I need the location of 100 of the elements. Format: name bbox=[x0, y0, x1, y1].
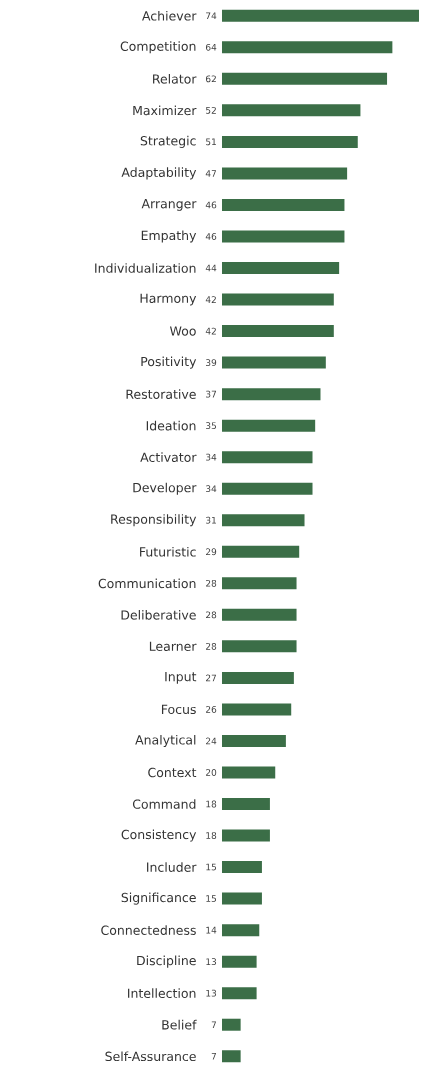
data-label: 74 bbox=[206, 12, 217, 20]
y-tick-label: Arranger bbox=[141, 199, 197, 211]
data-label: 18 bbox=[206, 800, 217, 808]
y-tick-label: Relator bbox=[153, 73, 197, 84]
bar bbox=[222, 262, 340, 275]
data-label: 15 bbox=[206, 895, 217, 902]
bar bbox=[222, 924, 260, 937]
bar bbox=[222, 198, 345, 211]
bar bbox=[222, 135, 358, 148]
bar bbox=[222, 734, 286, 747]
bar bbox=[222, 892, 262, 905]
data-label: 46 bbox=[205, 201, 217, 209]
y-tick-label: Futuristic bbox=[140, 546, 196, 557]
data-label: 42 bbox=[205, 327, 216, 335]
y-tick-label: Woo bbox=[169, 326, 196, 336]
y-tick-label: Communication bbox=[98, 578, 196, 589]
data-label: 29 bbox=[206, 548, 217, 556]
y-tick-label: Discipline bbox=[137, 955, 196, 968]
y-tick-label: Achiever bbox=[142, 10, 197, 21]
data-label: 51 bbox=[206, 138, 216, 146]
bar bbox=[222, 388, 321, 401]
y-tick-label: Context bbox=[148, 767, 197, 778]
data-label: 13 bbox=[206, 989, 217, 997]
bar bbox=[222, 356, 326, 369]
y-tick-label: Input bbox=[165, 672, 197, 684]
data-label: 37 bbox=[206, 390, 217, 398]
bar bbox=[222, 766, 276, 779]
data-label: 7 bbox=[211, 1052, 217, 1060]
data-label: 42 bbox=[205, 296, 216, 303]
bar bbox=[222, 608, 297, 621]
y-tick-label: Analytical bbox=[135, 734, 196, 748]
data-label: 44 bbox=[205, 264, 217, 272]
bar bbox=[222, 325, 334, 338]
bar bbox=[222, 577, 297, 590]
y-tick-label: Adaptability bbox=[121, 167, 197, 180]
y-tick-label: Includer bbox=[147, 862, 197, 872]
bar bbox=[222, 1050, 241, 1063]
bar bbox=[222, 514, 305, 527]
bar bbox=[222, 293, 334, 306]
bar bbox=[222, 72, 388, 85]
bar bbox=[222, 987, 257, 1000]
bar bbox=[222, 545, 300, 558]
data-label: 28 bbox=[206, 579, 217, 587]
bar bbox=[222, 451, 313, 464]
data-label: 39 bbox=[206, 359, 217, 366]
bar bbox=[222, 41, 393, 54]
y-tick-label: Ideation bbox=[146, 420, 196, 431]
y-tick-label: Empathy bbox=[141, 230, 197, 243]
data-label: 18 bbox=[206, 832, 217, 839]
data-label: 64 bbox=[205, 43, 217, 51]
data-label: 28 bbox=[206, 611, 217, 619]
bar bbox=[222, 167, 348, 180]
data-label: 52 bbox=[206, 106, 216, 114]
data-label: 62 bbox=[205, 75, 216, 83]
y-tick-label: Individualization bbox=[95, 263, 196, 273]
y-tick-label: Significance bbox=[121, 892, 196, 905]
y-tick-label: Activator bbox=[140, 452, 197, 463]
data-label: 24 bbox=[206, 737, 217, 745]
y-tick-label: Competition bbox=[120, 41, 196, 54]
data-label: 34 bbox=[206, 485, 217, 493]
data-label: 46 bbox=[205, 233, 217, 240]
bar bbox=[222, 230, 345, 243]
data-label: 14 bbox=[206, 926, 217, 934]
y-tick-label: Restorative bbox=[126, 389, 196, 399]
bar bbox=[222, 482, 313, 495]
data-label: 27 bbox=[206, 674, 217, 682]
y-tick-label: Strategic bbox=[140, 135, 196, 148]
y-tick-label: Focus bbox=[161, 704, 196, 715]
bar bbox=[222, 861, 262, 874]
data-label: 13 bbox=[206, 958, 217, 966]
bar bbox=[222, 419, 316, 432]
data-label: 7 bbox=[211, 1021, 217, 1028]
y-tick-label: Belief bbox=[162, 1019, 197, 1030]
bar bbox=[222, 955, 257, 968]
bar bbox=[222, 703, 292, 716]
bar bbox=[222, 104, 361, 117]
bar bbox=[222, 798, 270, 811]
bar bbox=[222, 829, 270, 842]
y-tick-label: Intellection bbox=[128, 988, 196, 999]
bar bbox=[222, 9, 419, 22]
data-label: 15 bbox=[206, 863, 217, 871]
bar bbox=[222, 640, 297, 653]
y-tick-label: Developer bbox=[133, 482, 197, 495]
y-tick-label: Learner bbox=[149, 641, 197, 652]
y-tick-label: Positivity bbox=[141, 356, 197, 369]
data-label: 20 bbox=[206, 769, 217, 776]
y-tick-label: Responsibility bbox=[111, 514, 197, 527]
bar bbox=[222, 671, 294, 684]
data-label: 35 bbox=[206, 422, 217, 430]
data-label: 31 bbox=[206, 516, 216, 524]
data-label: 28 bbox=[206, 642, 217, 650]
y-tick-label: Maximizer bbox=[133, 105, 197, 116]
y-tick-label: Harmony bbox=[140, 293, 197, 306]
bar bbox=[222, 1018, 241, 1031]
data-label: 47 bbox=[205, 170, 217, 177]
y-tick-label: Command bbox=[132, 799, 196, 809]
y-tick-label: Connectedness bbox=[101, 925, 196, 935]
data-label: 26 bbox=[206, 706, 217, 713]
data-label: 34 bbox=[206, 453, 217, 461]
y-tick-label: Deliberative bbox=[121, 609, 196, 620]
